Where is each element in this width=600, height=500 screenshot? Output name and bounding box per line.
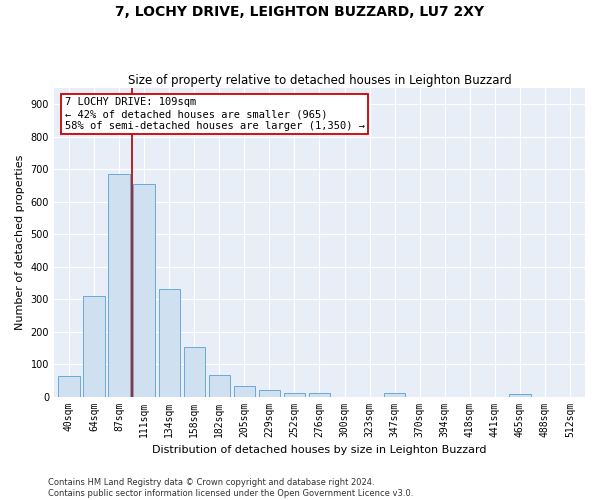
Bar xyxy=(184,347,205,397)
Title: Size of property relative to detached houses in Leighton Buzzard: Size of property relative to detached ho… xyxy=(128,74,511,87)
X-axis label: Distribution of detached houses by size in Leighton Buzzard: Distribution of detached houses by size … xyxy=(152,445,487,455)
Bar xyxy=(284,392,305,396)
Bar xyxy=(509,394,530,396)
Text: 7 LOCHY DRIVE: 109sqm
← 42% of detached houses are smaller (965)
58% of semi-det: 7 LOCHY DRIVE: 109sqm ← 42% of detached … xyxy=(65,98,365,130)
Y-axis label: Number of detached properties: Number of detached properties xyxy=(15,154,25,330)
Bar xyxy=(109,174,130,396)
Text: 7, LOCHY DRIVE, LEIGHTON BUZZARD, LU7 2XY: 7, LOCHY DRIVE, LEIGHTON BUZZARD, LU7 2X… xyxy=(115,5,485,19)
Bar xyxy=(259,390,280,396)
Bar xyxy=(133,184,155,396)
Bar xyxy=(384,394,405,396)
Text: Contains HM Land Registry data © Crown copyright and database right 2024.
Contai: Contains HM Land Registry data © Crown c… xyxy=(48,478,413,498)
Bar xyxy=(209,376,230,396)
Bar xyxy=(83,296,104,396)
Bar xyxy=(158,290,180,397)
Bar xyxy=(233,386,255,396)
Bar xyxy=(309,392,330,396)
Bar xyxy=(58,376,80,396)
